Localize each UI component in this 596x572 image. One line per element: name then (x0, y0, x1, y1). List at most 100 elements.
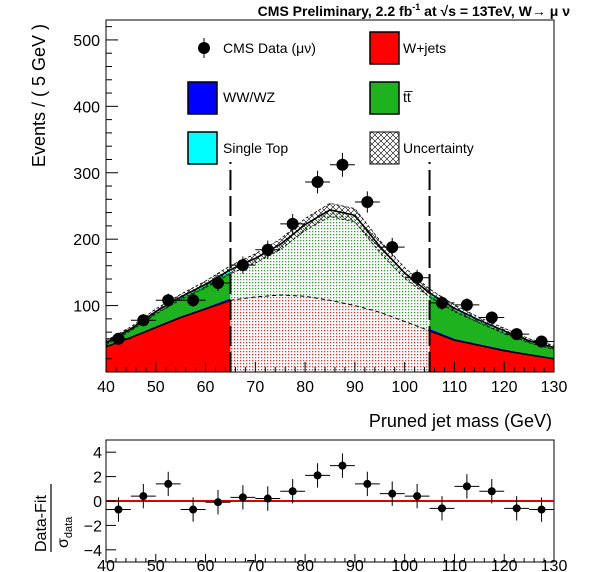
uncertainty-band (106, 203, 554, 350)
x-tick-label: 50 (147, 379, 165, 396)
main-plot-area (106, 152, 554, 372)
legend-entry-data: CMS Data (μν) (198, 38, 316, 58)
ratio-x-tick-label: 130 (541, 558, 568, 572)
data-point (311, 176, 324, 189)
uncertainty-line-up (106, 202, 554, 346)
sqrt-symbol: √ (441, 3, 449, 19)
data-point (261, 243, 274, 256)
ratio-y-axis-title: Data-Fit σdata (33, 484, 75, 552)
x-tick-label: 110 (442, 379, 468, 396)
x-tick-label: 70 (246, 379, 264, 396)
ratio-x-tick-label: 80 (296, 558, 314, 572)
data-point (411, 271, 424, 284)
x-tick-label: 100 (391, 379, 418, 396)
ratio-x-tick-label: 120 (491, 558, 518, 572)
data-point (212, 277, 224, 290)
ratio-x-tick-label: 100 (391, 558, 418, 572)
ratio-y-tick-label: 4 (93, 445, 102, 462)
uncertainty-line-dn (106, 216, 554, 350)
legend-swatch-ttbar (369, 81, 400, 115)
ratio-point (512, 504, 521, 513)
ratio-point (114, 505, 123, 514)
ratio-point (537, 505, 546, 514)
ratio-point (413, 492, 422, 501)
legend-entry-wjets: W+jets (369, 31, 446, 65)
ratio-point (164, 479, 173, 488)
legend-label-wjets: W+jets (403, 40, 446, 56)
legend-label-wwwz: WW/WZ (223, 89, 276, 105)
data-point (535, 335, 548, 348)
x-tick-label: 40 (97, 379, 115, 396)
data-point (187, 294, 200, 307)
ratio-x-tick-label: 110 (442, 558, 468, 572)
legend-data-marker (198, 42, 210, 54)
ratio-point (487, 487, 496, 496)
y-tick-label: 300 (73, 166, 100, 183)
ratio-point (238, 493, 247, 502)
y-tick-label: 200 (73, 232, 100, 249)
ratio-point (288, 487, 297, 496)
uncertainty-line-tot (106, 209, 554, 349)
ratio-point (363, 479, 372, 488)
legend: CMS Data (μν) W+jets WW/WZ tt̅ Single To… (187, 31, 474, 165)
blind-window-lines (229, 162, 431, 372)
legend-swatch-wjets (369, 31, 400, 65)
ratio-axes: 40 50 60 70 80 90 100 110 120 130 4 2 0 −2 −4 (84, 445, 568, 572)
data-point (485, 311, 498, 324)
legend-entry-wwwz: WW/WZ (187, 81, 276, 115)
data-point (336, 158, 349, 171)
ratio-y-tick-label: −4 (84, 543, 102, 560)
x-tick-label: 120 (491, 379, 518, 396)
legend-entry-ttbar: tt̅ (369, 81, 414, 115)
x-tick-label: 80 (296, 379, 314, 396)
ratio-point (338, 461, 347, 470)
data-point (236, 259, 249, 272)
blinded-wjets-area (230, 295, 430, 372)
ratio-point (438, 504, 446, 513)
ratio-x-tick-label: 70 (246, 558, 264, 572)
x-tick-label: 60 (197, 379, 215, 396)
main-x-axis-title: Pruned jet mass (GeV) (369, 411, 552, 431)
data-point (162, 294, 175, 307)
ratio-point (388, 489, 397, 498)
blinded-wjets-boundary (230, 294, 430, 332)
ratio-x-tick-label: 60 (197, 558, 215, 572)
data-point (286, 217, 299, 230)
ratio-x-tick-label: 50 (147, 558, 165, 572)
data-points-layer (106, 152, 554, 348)
y-tick-label: 500 (73, 33, 100, 50)
legend-entry-uncertainty: Uncertainty (369, 131, 474, 165)
legend-label-singletop: Single Top (223, 140, 288, 156)
legend-swatch-wwwz (187, 81, 218, 115)
data-point (460, 298, 473, 311)
data-point (510, 328, 523, 341)
y-tick-label: 100 (73, 299, 100, 316)
ratio-y-tick-label: 2 (93, 470, 102, 487)
legend-swatch-uncertainty (369, 131, 400, 165)
legend-label-ttbar: tt̅ (403, 89, 414, 105)
blinded-other-area (230, 209, 430, 331)
ratio-x-tick-label: 90 (346, 558, 364, 572)
ratio-point (313, 471, 322, 480)
data-point (361, 195, 374, 208)
main-plot-frame (105, 19, 555, 373)
ratio-point (462, 482, 471, 491)
ratio-y-tick-label: −2 (84, 518, 102, 535)
ratio-point (214, 498, 222, 507)
ratio-plot-area (106, 453, 554, 522)
data-point (386, 241, 399, 254)
legend-entry-singletop: Single Top (187, 131, 288, 165)
ratio-y-numerator: Data-Fit (33, 495, 50, 552)
data-point (137, 314, 150, 327)
legend-label-data: CMS Data (μν) (223, 40, 316, 56)
ratio-point (263, 494, 272, 503)
y-tick-label: 400 (73, 99, 100, 116)
blinded-region-layer (230, 209, 430, 372)
ratio-point (189, 505, 198, 514)
ratio-y-denominator: σdata (55, 516, 75, 548)
legend-swatch-singletop (187, 131, 218, 165)
ratio-x-tick-label: 40 (97, 558, 115, 572)
figure-title: CMS Preliminary, 2.2 fb-1 at √s = 13TeV,… (258, 2, 571, 19)
x-tick-label: 90 (346, 379, 364, 396)
